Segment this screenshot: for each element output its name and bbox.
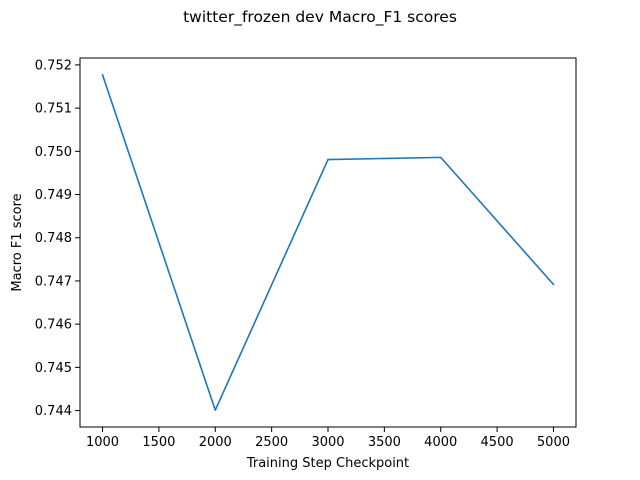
- x-tick-label: 3000: [311, 435, 344, 450]
- y-tick-label: 0.748: [35, 231, 72, 246]
- y-tick-label: 0.744: [35, 404, 72, 419]
- y-axis-ticks: 0.744 0.745 0.746 0.747 0.748 0.749 0.750 0.751…: [35, 58, 80, 419]
- y-tick-label: 0.749: [35, 188, 72, 203]
- y-tick-label: 0.751: [35, 102, 72, 117]
- axes-frame: [79, 57, 577, 428]
- x-tick-label: 1500: [142, 435, 175, 450]
- plot-area: [101, 73, 555, 411]
- x-tick-label: 1000: [86, 435, 119, 450]
- x-axis-ticks: 1000 1500 2000 2500 3000 3500 4000 4500 5000: [86, 427, 570, 450]
- x-tick-label: 3500: [368, 435, 401, 450]
- y-tick-label: 0.752: [35, 58, 72, 73]
- x-tick-label: 2500: [255, 435, 288, 450]
- x-tick-label: 2000: [199, 435, 232, 450]
- y-tick-label: 0.746: [35, 318, 72, 333]
- y-axis-label: Macro F1 score: [10, 193, 25, 291]
- x-tick-label: 4000: [424, 435, 457, 450]
- y-tick-label: 0.747: [35, 274, 72, 289]
- y-tick-label: 0.750: [35, 145, 72, 160]
- x-tick-label: 5000: [537, 435, 570, 450]
- x-tick-label: 4500: [481, 435, 514, 450]
- series-line: [101, 73, 555, 411]
- x-axis-label: Training Step Checkpoint: [246, 456, 409, 471]
- y-tick-label: 0.745: [35, 361, 72, 376]
- chart-title: twitter_frozen dev Macro_F1 scores: [183, 8, 457, 27]
